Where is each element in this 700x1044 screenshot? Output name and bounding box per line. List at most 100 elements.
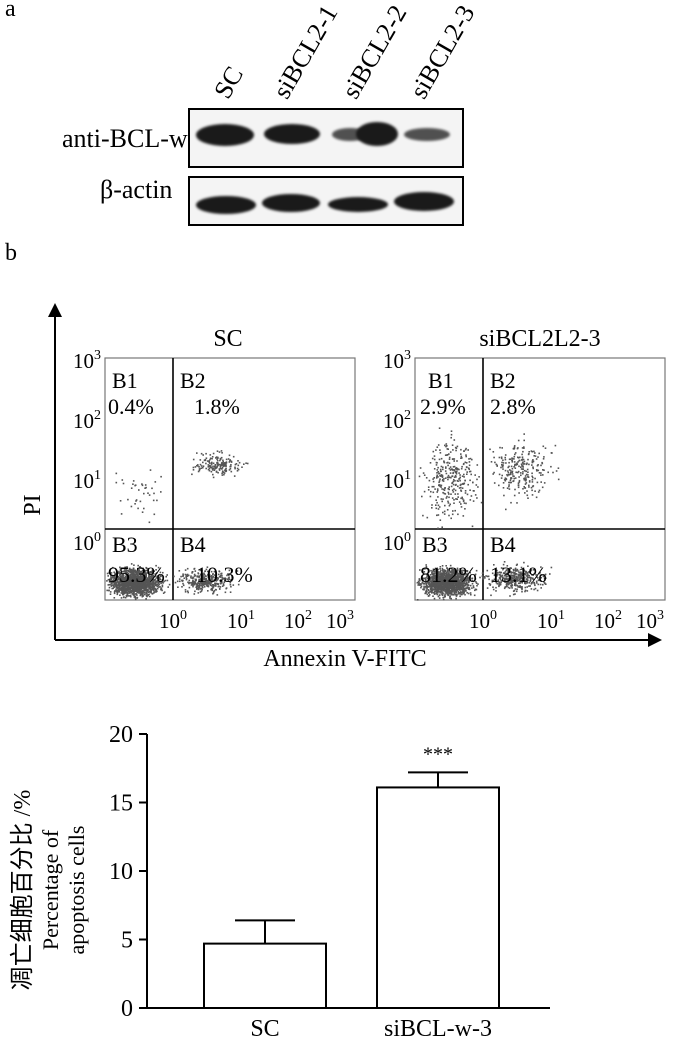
scatter-dot — [194, 580, 197, 582]
scatter-dot — [224, 463, 226, 465]
scatter-dot — [474, 588, 477, 591]
scatter-dot — [419, 584, 421, 586]
scatter-dot — [523, 460, 526, 463]
scatter-dot — [456, 479, 459, 482]
scatter-dot — [237, 460, 239, 462]
scatter-dot — [455, 577, 457, 580]
scatter-dot — [470, 495, 473, 497]
scatter-dot — [439, 578, 441, 580]
scatter-dot — [131, 579, 133, 581]
scatter-dot — [227, 580, 230, 582]
scatter-dot — [517, 570, 519, 572]
scatter-dot — [140, 583, 142, 586]
scatter-dot — [514, 467, 517, 469]
scatter-dot — [215, 576, 217, 578]
scatter-dot — [153, 591, 156, 593]
scatter-dot — [427, 586, 430, 588]
scatter-dot — [440, 590, 443, 593]
scatter-dot — [499, 577, 501, 580]
scatter-dot — [430, 574, 432, 576]
scatter-dot — [449, 585, 451, 588]
scatter-dot — [482, 576, 484, 579]
scatter-dot — [221, 474, 224, 476]
scatter-dot — [529, 571, 531, 574]
scatter-dot — [481, 572, 484, 574]
scatter-dot — [472, 481, 474, 484]
scatter-dot — [443, 461, 445, 463]
scatter-dot — [151, 581, 154, 583]
scatter-dot — [126, 594, 129, 597]
scatter-dot — [109, 593, 112, 595]
scatter-dot — [446, 448, 449, 450]
scatter-dot — [222, 583, 225, 585]
scatter-dot — [212, 592, 215, 594]
scatter-dot — [185, 576, 187, 578]
scatter-dot — [446, 573, 449, 576]
scatter-dot — [146, 578, 148, 581]
scatter-dot — [500, 456, 503, 458]
scatter-dot — [435, 464, 438, 466]
scatter-dot — [451, 444, 454, 446]
quadrant-value-b4-sibcl2l2-3: 13.1% — [490, 562, 547, 587]
scatter-dot — [445, 578, 447, 580]
band-actin-sibcl2-1 — [262, 194, 320, 212]
scatter-dot — [198, 587, 201, 589]
scatter-dot — [484, 577, 486, 579]
x-tick-0-sibcl2l2-3: 100 — [469, 608, 497, 633]
scatter-dot — [448, 570, 450, 572]
scatter-dot — [542, 458, 545, 460]
scatter-dot — [519, 585, 521, 587]
scatter-dot — [441, 575, 444, 578]
scatter-dot — [190, 575, 192, 577]
scatter-dot — [118, 583, 120, 585]
scatter-dot — [138, 572, 141, 574]
scatter-dot — [451, 580, 454, 583]
scatter-dot — [464, 584, 466, 586]
lane-label-sibcl2-2: siBCL2-2 — [336, 0, 413, 104]
scatter-dot — [453, 579, 455, 581]
scatter-dot — [520, 586, 523, 589]
scatter-dot — [444, 589, 447, 591]
scatter-dot — [211, 587, 214, 590]
scatter-dot — [143, 591, 146, 593]
scatter-dot — [519, 575, 521, 577]
scatter-dot — [498, 582, 500, 584]
scatter-dot — [442, 578, 444, 580]
scatter-dot — [126, 582, 129, 585]
scatter-dot — [132, 587, 135, 589]
scatter-dot — [500, 575, 503, 578]
scatter-dot — [129, 577, 132, 580]
scatter-dot — [512, 581, 514, 583]
scatter-dot — [510, 472, 512, 474]
scatter-dot — [460, 486, 462, 489]
scatter-dot — [500, 567, 503, 569]
band-actin-sc — [196, 196, 256, 214]
scatter-dot — [203, 573, 206, 576]
scatter-dot — [129, 567, 131, 570]
scatter-dot — [515, 583, 517, 586]
scatter-dot — [528, 481, 531, 483]
scatter-dot — [459, 574, 462, 576]
scatter-dot — [114, 584, 116, 586]
scatter-dot — [451, 576, 454, 578]
scatter-dot — [202, 466, 204, 469]
scatter-dot — [438, 427, 441, 429]
scatter-dot — [452, 480, 455, 483]
scatter-dot — [429, 587, 432, 590]
scatter-dot — [123, 590, 125, 592]
scatter-dot — [502, 567, 505, 570]
scatter-dot — [216, 462, 218, 465]
scatter-dot — [444, 578, 446, 580]
scatter-dot — [120, 580, 122, 582]
scatter-dot — [133, 585, 136, 588]
scatter-dot — [147, 594, 149, 597]
scatter-dot — [510, 582, 512, 584]
scatter-dot — [513, 475, 515, 478]
panel-b-label: b — [5, 240, 17, 266]
scatter-dot — [466, 471, 468, 473]
scatter-dot — [506, 585, 508, 587]
scatter-dot — [222, 462, 225, 465]
scatter-dot — [438, 580, 440, 583]
scatter-dot — [216, 450, 219, 452]
scatter-dot — [535, 496, 538, 499]
